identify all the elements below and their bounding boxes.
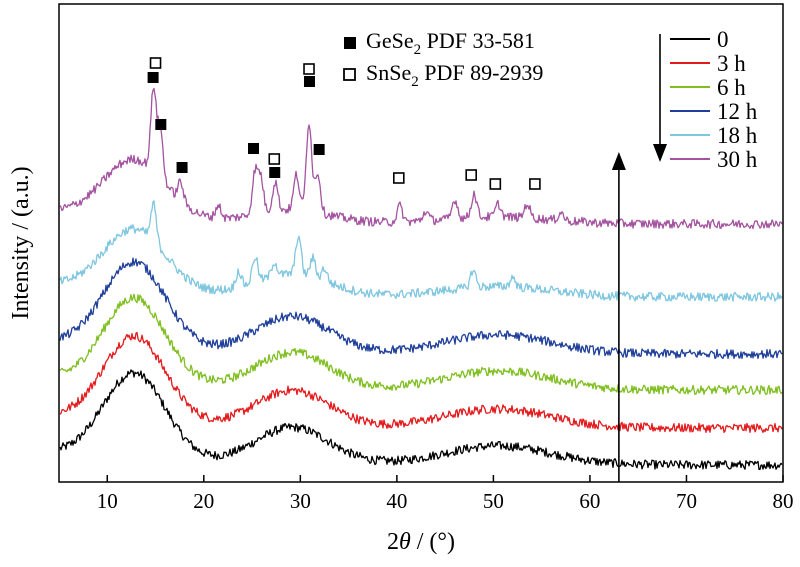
legend-label: 3 h [717,51,746,76]
gese2-peak-marker [176,162,188,173]
gese2-peak-marker [147,72,159,83]
x-tick-label: 10 [97,489,118,513]
series-line [59,87,783,230]
filled-square-marker-icon [344,37,356,49]
series-line [59,200,783,302]
snse2-peak-marker [465,169,477,181]
peak-markers [147,57,541,190]
x-tick-label: 20 [193,489,214,513]
snse2-peak-marker [268,153,281,165]
snse2-annotation: SnSe2 PDF 89-2939 [343,60,543,90]
snse2-peak-marker [392,172,405,184]
gese2-annotation: GeSe2 PDF 33-581 [344,28,535,58]
gese2-peak-marker [269,167,281,178]
x-tick-label: 80 [773,489,794,513]
legend-label: 0 [717,27,729,52]
open-square-marker-icon [343,68,356,81]
x-axis-ticks: 10 20 30 40 50 60 70 80 [97,475,794,513]
trend-down-arrow-icon [653,34,667,162]
x-axis-title: 2θ / (°) [387,529,455,555]
gese2-peak-marker [155,119,167,130]
x-tick-label: 70 [676,489,697,513]
x-tick-label: 40 [386,489,407,513]
x-tick-label: 50 [483,489,504,513]
series-line [59,369,783,471]
gese2-peak-marker [247,143,259,154]
series-line [59,293,783,396]
legend-label: 30 h [717,147,758,172]
snse2-peak-marker [529,178,541,190]
snse2-peak-marker [489,178,502,190]
x-tick-label: 60 [579,489,600,513]
snse2-peak-marker [303,63,315,75]
series-line [59,257,783,360]
y-axis-title: Intensity / (a.u.) [8,166,34,319]
series-line [59,331,783,434]
snse2-peak-marker [149,57,162,69]
gese2-peak-marker [303,76,315,87]
legend-label: 18 h [717,123,758,148]
vertical-up-arrow-icon [611,152,626,482]
svg-text:SnSe2 PDF 89-2939: SnSe2 PDF 89-2939 [366,60,543,90]
svg-text:GeSe2 PDF 33-581: GeSe2 PDF 33-581 [366,28,535,58]
legend-label: 6 h [717,75,746,100]
legend: 03 h6 h12 h18 h30 h [670,27,758,172]
plot-series [59,87,783,471]
x-tick-label: 30 [290,489,311,513]
plot-frame [58,3,784,483]
legend-label: 12 h [717,99,758,124]
gese2-peak-marker [313,144,325,155]
